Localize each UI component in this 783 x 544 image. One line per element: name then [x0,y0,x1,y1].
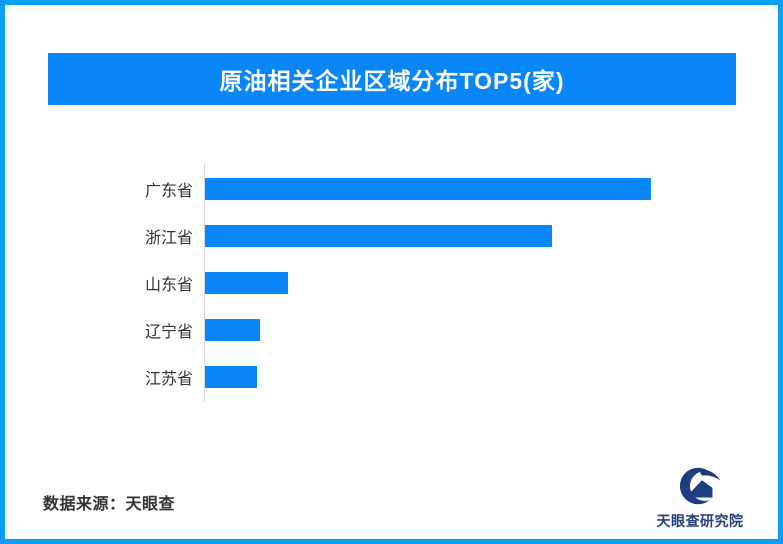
category-label: 广东省 [144,182,193,200]
chart-row: 山东省 [100,259,745,306]
category-label: 辽宁省 [144,323,193,341]
bar-rows: 广东省浙江省山东省辽宁省江苏省 [100,165,745,400]
chart-row: 广东省 [100,165,745,212]
bar-track [205,318,745,341]
bar [205,318,261,341]
chart-row: 浙江省 [100,212,745,259]
chart-row: 辽宁省 [100,306,745,353]
data-source-label: 数据来源：天眼查 [43,496,176,513]
bar [205,177,652,200]
bar-chart: 广东省浙江省山东省辽宁省江苏省 [100,163,745,402]
bar [205,224,553,247]
category-label: 山东省 [144,276,193,294]
category-label: 江苏省 [144,370,193,388]
chart-title-banner: 原油相关企业区域分布TOP5(家) [48,53,736,105]
brand-logo-block: 天眼查研究院 [655,463,745,531]
y-axis-line [204,163,205,402]
bar-track [205,224,745,247]
bar [205,365,258,388]
chart-row: 江苏省 [100,353,745,400]
bar-track [205,177,745,200]
bar [205,271,289,294]
bar-track [205,271,745,294]
brand-name-label: 天眼查研究院 [656,513,744,529]
chart-title: 原油相关企业区域分布TOP5(家) [219,68,565,94]
tianyancha-logo-icon [679,467,721,505]
bar-track [205,365,745,388]
category-label: 浙江省 [144,229,193,247]
